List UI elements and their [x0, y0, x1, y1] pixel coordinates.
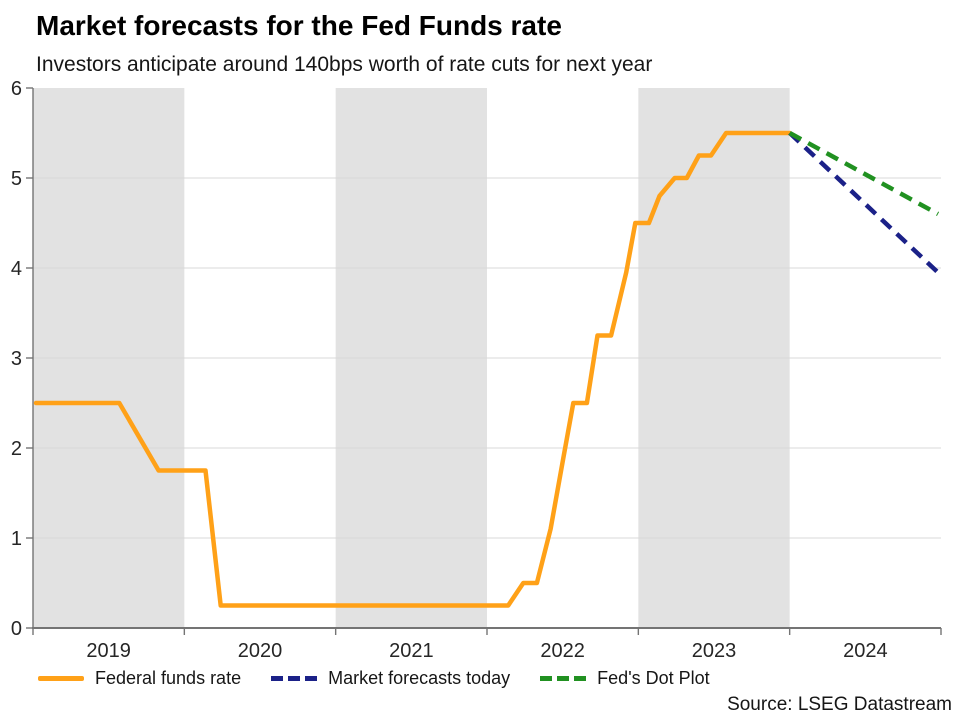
x-tick-label-2023: 2023: [692, 640, 737, 662]
legend-label-market-forecasts-today: Market forecasts today: [328, 668, 511, 688]
y-tick-label-4: 4: [11, 258, 22, 280]
x-tick-label-2019: 2019: [86, 640, 131, 662]
legend-item-market-forecasts-today: Market forecasts today: [271, 668, 510, 689]
y-tick-label-6: 6: [11, 78, 22, 100]
chart-legend: Federal funds rate Market forecasts toda…: [38, 668, 740, 689]
chart-subtitle: Investors anticipate around 140bps worth…: [36, 53, 653, 76]
legend-label-feds-dot-plot: Fed's Dot Plot: [597, 668, 710, 688]
x-tick-label-2022: 2022: [540, 640, 585, 662]
x-tick-label-2021: 2021: [389, 640, 434, 662]
y-tick-label-5: 5: [11, 168, 22, 190]
y-tick-label-2: 2: [11, 438, 22, 460]
legend-swatch-dashed-line-icon: [271, 676, 318, 681]
fed-funds-line-chart: 0 1 2 3 4 5 6 2019 2020 2021 2022 2023 2024: [11, 78, 942, 662]
x-tick-label-2024: 2024: [843, 640, 888, 662]
y-tick-label-0: 0: [11, 618, 22, 640]
legend-swatch-dashed-line-icon: [540, 676, 587, 681]
legend-label-federal-funds-rate: Federal funds rate: [95, 668, 242, 688]
legend-item-feds-dot-plot: Fed's Dot Plot: [540, 668, 710, 689]
source-note: Source: LSEG Datastream: [727, 694, 952, 715]
series-line-market-forecasts-today: [788, 131, 940, 275]
y-tick-label-3: 3: [11, 348, 22, 370]
x-tick-label-2020: 2020: [238, 640, 283, 662]
series-line-federal-funds-rate: [33, 130, 792, 608]
series-line-fed-s-dot-plot: [788, 131, 940, 216]
chart-title: Market forecasts for the Fed Funds rate: [36, 10, 562, 41]
y-tick-label-1: 1: [11, 528, 22, 550]
legend-item-federal-funds-rate: Federal funds rate: [38, 668, 241, 689]
legend-swatch-solid-line-icon: [38, 676, 84, 681]
